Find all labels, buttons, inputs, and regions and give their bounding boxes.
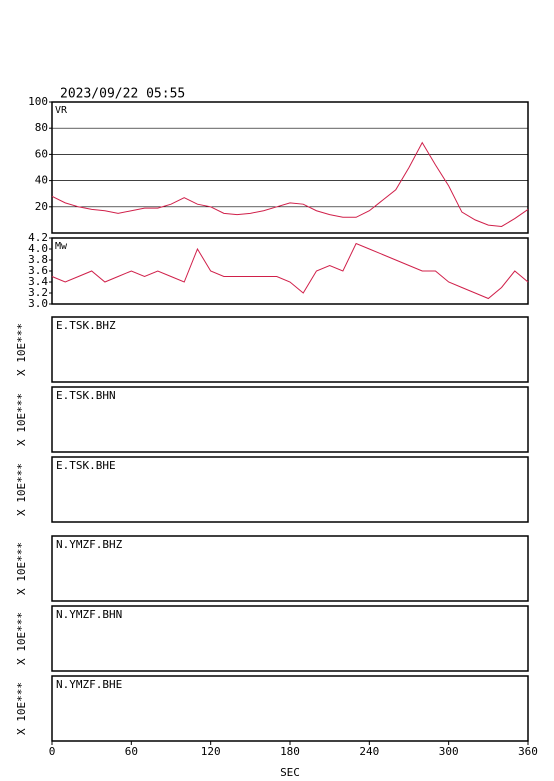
trace-title: N.YMZF.BHZ [56,538,123,551]
x-tick-label: 300 [439,745,459,758]
y-tick-label: 100 [28,95,48,108]
series-line [51,242,529,300]
y-tick-label: 20 [35,200,48,213]
y-tick-label: 4.2 [28,231,48,244]
trace-ylabel: X 10E*** [15,542,28,595]
x-axis-label: SEC [280,766,300,779]
date: 2023/09/22 05:55 [60,87,185,102]
panel [51,605,529,672]
trace-title: E.TSK.BHN [56,389,116,402]
y-tick-label: 40 [35,174,48,187]
y-tick-label: 80 [35,121,48,134]
x-tick-label: 60 [125,745,138,758]
panel [51,237,529,305]
trace-ylabel: X 10E*** [15,682,28,735]
panel [51,101,529,234]
y-tick-label: 3.4 [28,275,48,288]
panel [51,316,529,383]
y-tick-label: 4.0 [28,242,48,255]
x-tick-label: 360 [518,745,538,758]
trace-title: E.TSK.BHE [56,459,116,472]
panel [51,675,529,742]
y-tick-label: 3.6 [28,264,48,277]
x-tick-label: 0 [49,745,56,758]
trace-ylabel: X 10E*** [15,323,28,376]
y-tick-label: 3.2 [28,286,48,299]
x-tick-label: 180 [280,745,300,758]
y-tick-label: 3.0 [28,297,48,310]
y-tick-label: 3.8 [28,253,48,266]
y-tick-label: 60 [35,147,48,160]
trace-ylabel: X 10E*** [15,612,28,665]
trace-title: E.TSK.BHZ [56,319,116,332]
series-label: Mw [55,241,68,252]
trace-ylabel: X 10E*** [15,463,28,516]
trace-title: N.YMZF.BHE [56,678,122,691]
panel [51,456,529,523]
trace-title: N.YMZF.BHN [56,608,122,621]
panel [51,535,529,602]
trace-ylabel: X 10E*** [15,393,28,446]
series-label: VR [55,105,68,116]
x-tick-label: 120 [201,745,221,758]
panel [51,386,529,453]
series-line [51,141,529,227]
x-tick-label: 240 [359,745,379,758]
